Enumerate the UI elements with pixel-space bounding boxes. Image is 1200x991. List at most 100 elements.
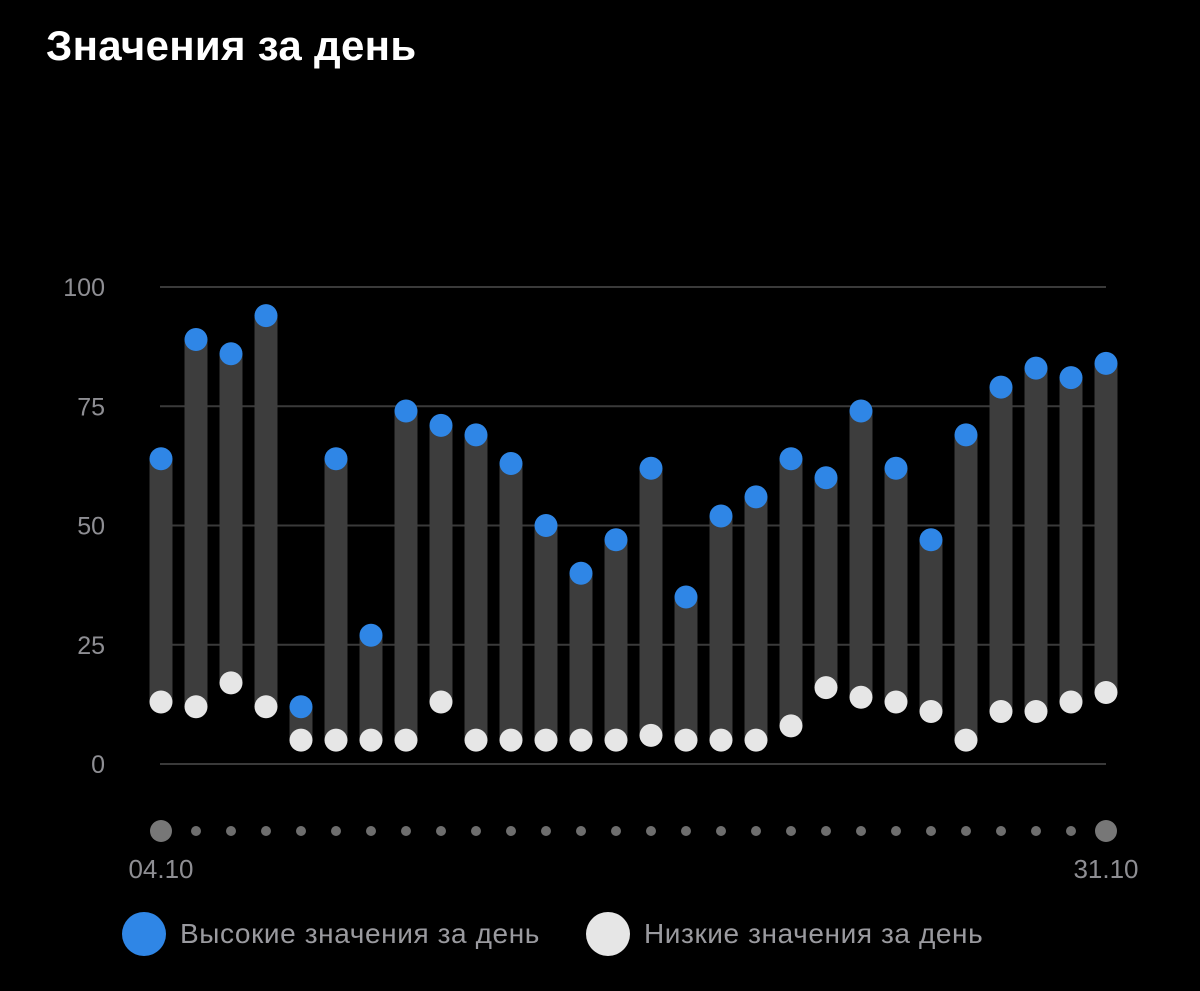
range-bar[interactable] (534, 525, 558, 741)
range-bar[interactable] (779, 458, 803, 726)
low-value-dot[interactable] (324, 728, 348, 752)
range-bar[interactable] (954, 434, 978, 741)
high-value-dot[interactable] (1059, 366, 1083, 390)
high-value-dot[interactable] (639, 456, 663, 480)
low-value-dot[interactable] (814, 676, 838, 700)
range-bar[interactable] (639, 468, 663, 736)
range-bar[interactable] (884, 468, 908, 702)
high-value-dot[interactable] (1094, 351, 1118, 375)
range-bar[interactable] (394, 411, 418, 741)
scroll-dot (961, 826, 971, 836)
low-value-dot[interactable] (254, 695, 278, 719)
high-value-dot[interactable] (744, 485, 768, 509)
range-bar[interactable] (674, 597, 698, 741)
range-bar[interactable] (499, 463, 523, 741)
high-value-dot[interactable] (464, 423, 488, 447)
high-value-dot[interactable] (149, 447, 173, 471)
range-bar[interactable] (919, 539, 943, 712)
scroll-dot (226, 826, 236, 836)
range-bar[interactable] (149, 458, 173, 702)
page-title: Значения за день (46, 22, 417, 69)
low-value-dot[interactable] (954, 728, 978, 752)
low-value-dot[interactable] (149, 690, 173, 714)
high-value-dot[interactable] (499, 451, 523, 475)
high-value-dot[interactable] (569, 561, 593, 585)
scroll-dot (681, 826, 691, 836)
high-value-dot[interactable] (674, 585, 698, 609)
range-bar[interactable] (989, 387, 1013, 712)
high-value-dot[interactable] (254, 304, 278, 328)
range-bar[interactable] (254, 315, 278, 707)
low-value-dot[interactable] (429, 690, 453, 714)
scroll-dot (541, 826, 551, 836)
low-value-dot[interactable] (289, 728, 313, 752)
low-value-dot[interactable] (464, 728, 488, 752)
high-value-dot[interactable] (779, 447, 803, 471)
range-bar[interactable] (219, 353, 243, 683)
range-bar[interactable] (744, 496, 768, 741)
low-value-dot[interactable] (989, 700, 1013, 724)
scroll-dot (926, 826, 936, 836)
high-value-dot[interactable] (849, 399, 873, 423)
low-value-dot[interactable] (1094, 680, 1118, 704)
low-value-dot[interactable] (919, 700, 943, 724)
high-value-dot[interactable] (219, 342, 243, 366)
x-axis-labels: 04.10 31.10 (128, 854, 1138, 884)
low-value-dot[interactable] (1024, 700, 1048, 724)
high-value-dot[interactable] (534, 514, 558, 537)
high-value-dot[interactable] (884, 456, 908, 480)
y-tick-label: 100 (63, 274, 105, 302)
range-bar[interactable] (1094, 363, 1118, 693)
range-bar[interactable] (359, 635, 383, 741)
high-value-dot[interactable] (1024, 356, 1048, 380)
high-value-dot[interactable] (429, 413, 453, 437)
legend-item-low[interactable]: Низкие значения за день (585, 912, 983, 956)
low-value-dot[interactable] (1059, 690, 1083, 714)
high-value-dot[interactable] (989, 375, 1013, 399)
high-value-dot[interactable] (709, 504, 733, 528)
scroll-handle[interactable] (150, 820, 172, 842)
high-value-dot[interactable] (919, 528, 943, 552)
scroll-dot (996, 826, 1006, 836)
range-bar[interactable] (1024, 368, 1048, 712)
low-value-dot[interactable] (604, 728, 628, 752)
low-value-dot[interactable] (849, 685, 873, 709)
high-value-dot[interactable] (184, 327, 208, 351)
high-value-dot[interactable] (324, 447, 348, 471)
scroll-dot (296, 826, 306, 836)
low-value-dot[interactable] (499, 728, 523, 752)
high-value-dot[interactable] (604, 528, 628, 552)
range-bar[interactable] (709, 515, 733, 741)
range-bar[interactable] (604, 539, 628, 741)
low-value-dot[interactable] (744, 728, 768, 752)
scroll-indicator[interactable] (150, 820, 1117, 842)
range-bar[interactable] (1059, 377, 1083, 702)
low-value-dot[interactable] (709, 728, 733, 752)
legend-item-high[interactable]: Высокие значения за день (122, 912, 540, 956)
low-value-dot[interactable] (534, 728, 558, 752)
low-value-dot[interactable] (219, 671, 243, 695)
low-value-dot[interactable] (569, 728, 593, 752)
range-bar[interactable] (569, 573, 593, 741)
scroll-handle[interactable] (1095, 820, 1117, 842)
scroll-dot (751, 826, 761, 836)
high-value-dot[interactable] (814, 466, 838, 490)
low-value-dot[interactable] (779, 714, 803, 738)
range-bar[interactable] (464, 434, 488, 741)
scroll-dot (856, 826, 866, 836)
low-value-dot[interactable] (674, 728, 698, 752)
high-value-dot[interactable] (359, 623, 383, 647)
high-value-dot[interactable] (289, 695, 313, 719)
low-value-dot[interactable] (184, 695, 208, 719)
high-value-dot[interactable] (394, 399, 418, 423)
range-bar[interactable] (429, 425, 453, 702)
range-bar[interactable] (324, 458, 348, 741)
range-bar[interactable] (184, 339, 208, 707)
low-value-dot[interactable] (394, 728, 418, 752)
high-value-dot[interactable] (954, 423, 978, 447)
range-bar[interactable] (849, 411, 873, 698)
low-value-dot[interactable] (359, 728, 383, 752)
range-bar[interactable] (814, 477, 838, 688)
low-value-dot[interactable] (884, 690, 908, 714)
low-value-dot[interactable] (639, 723, 663, 747)
